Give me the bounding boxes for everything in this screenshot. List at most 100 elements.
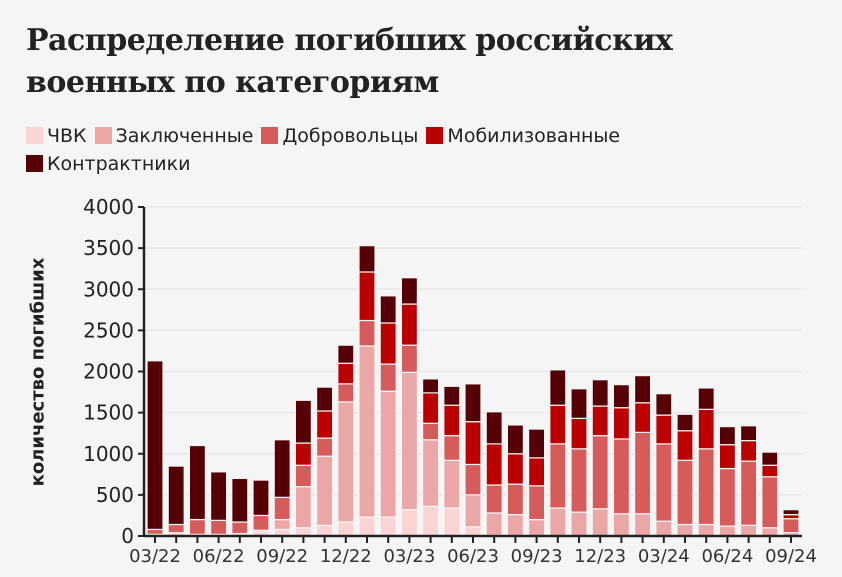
bar-segment (527, 518, 546, 537)
bar-segment (358, 245, 376, 273)
bar-segment (464, 526, 482, 537)
bar-segment (443, 507, 461, 537)
bar-segment (188, 518, 206, 535)
bar-segment (294, 399, 312, 444)
bar-segment (506, 514, 524, 537)
bar-segment (146, 360, 164, 531)
bar-05/24 (697, 387, 715, 537)
bar-08/22 (252, 479, 270, 537)
bar-segment (655, 414, 673, 445)
bar-segment (379, 516, 397, 537)
bar-segment (676, 459, 694, 526)
bar-segment (485, 443, 503, 486)
bar-segment (337, 383, 355, 403)
bar-segment (252, 514, 270, 531)
bar-segment (337, 344, 355, 364)
bar-segment (761, 464, 779, 478)
bar-segment (506, 483, 524, 516)
y-tick-label: 1000 (83, 442, 134, 466)
bar-01/23 (358, 245, 376, 537)
legend-swatch (26, 127, 43, 144)
bar-04/23 (422, 378, 440, 537)
bar-01/24 (612, 384, 631, 537)
bar-segment (231, 521, 249, 535)
bar-segment (443, 459, 461, 509)
x-tick-label: 06/23 (447, 546, 499, 567)
y-tick-label: 2000 (83, 360, 134, 384)
bar-segment (316, 437, 334, 457)
bar-08/24 (761, 451, 779, 537)
bar-07/23 (485, 411, 503, 537)
bar-segment (612, 438, 631, 515)
legend-item: Мобилизованные (426, 122, 620, 150)
bar-segment (337, 401, 355, 523)
bar-segment (633, 375, 652, 404)
bar-segment (633, 431, 652, 515)
x-tick-label: 09/23 (511, 546, 563, 567)
bar-segment (422, 392, 440, 424)
y-tick-label: 0 (121, 524, 134, 548)
bar-segment (316, 455, 334, 526)
legend-label: Контрактники (47, 153, 191, 175)
bar-segment (273, 518, 291, 531)
bar-segment (443, 435, 461, 461)
bar-02/23 (379, 295, 397, 537)
bar-segment (549, 443, 567, 509)
bar-10/22 (294, 399, 312, 537)
bar-segment (337, 521, 355, 537)
bar-12/23 (591, 379, 609, 537)
bar-segment (506, 453, 524, 485)
bar-segment (676, 523, 694, 537)
bar-segment (549, 404, 567, 445)
bar-segment (358, 345, 376, 518)
legend-swatch (261, 127, 279, 144)
legend-swatch (26, 155, 43, 172)
bar-segment (655, 443, 673, 522)
bar-segment (782, 518, 800, 534)
bar-segment (146, 528, 164, 535)
y-tick-label: 500 (96, 483, 134, 507)
bar-05/22 (188, 444, 206, 537)
bar-segment (358, 319, 376, 347)
bar-segment (718, 444, 737, 470)
bar-segment (379, 363, 397, 392)
bar-segment (570, 388, 588, 419)
bar-08/23 (506, 424, 524, 537)
y-tick-label: 2500 (83, 318, 134, 342)
bar-segment (739, 524, 758, 537)
bar-segment (485, 512, 503, 536)
bar-segment (273, 439, 291, 498)
bar-07/24 (739, 425, 758, 537)
x-tick-label: 06/22 (193, 546, 245, 567)
bar-10/23 (549, 369, 567, 537)
bar-05/23 (443, 385, 461, 537)
chart-title: Распределение погибших российских военны… (26, 23, 673, 100)
bar-segment (591, 405, 609, 437)
bar-segment (273, 496, 291, 521)
bar-segment (591, 435, 609, 510)
bar-segment (464, 421, 482, 466)
legend-item: ЧВК (26, 122, 87, 150)
legend-label: ЧВК (47, 125, 87, 147)
x-tick-label: 03/22 (129, 546, 181, 567)
bar-04/22 (167, 465, 185, 537)
bar-segment (316, 410, 334, 439)
bar-segment (570, 417, 588, 450)
x-tick-label: 12/22 (320, 546, 372, 567)
bar-segment (358, 271, 376, 322)
bar-segment (761, 476, 779, 529)
bar-segment (697, 448, 715, 526)
x-tick-label: 03/23 (383, 546, 435, 567)
x-tick-label: 09/22 (256, 546, 308, 567)
bar-segment (485, 411, 503, 445)
bar-segment (167, 523, 185, 534)
bar-segment (443, 385, 461, 406)
bar-segment (527, 457, 546, 487)
bar-segment (400, 509, 418, 537)
bar-segment (485, 484, 503, 514)
bar-segment (400, 277, 418, 305)
bar-segment (739, 439, 758, 462)
bar-segment (316, 524, 334, 537)
bar-09/24 (782, 509, 800, 537)
x-tick-label: 06/24 (701, 546, 753, 567)
